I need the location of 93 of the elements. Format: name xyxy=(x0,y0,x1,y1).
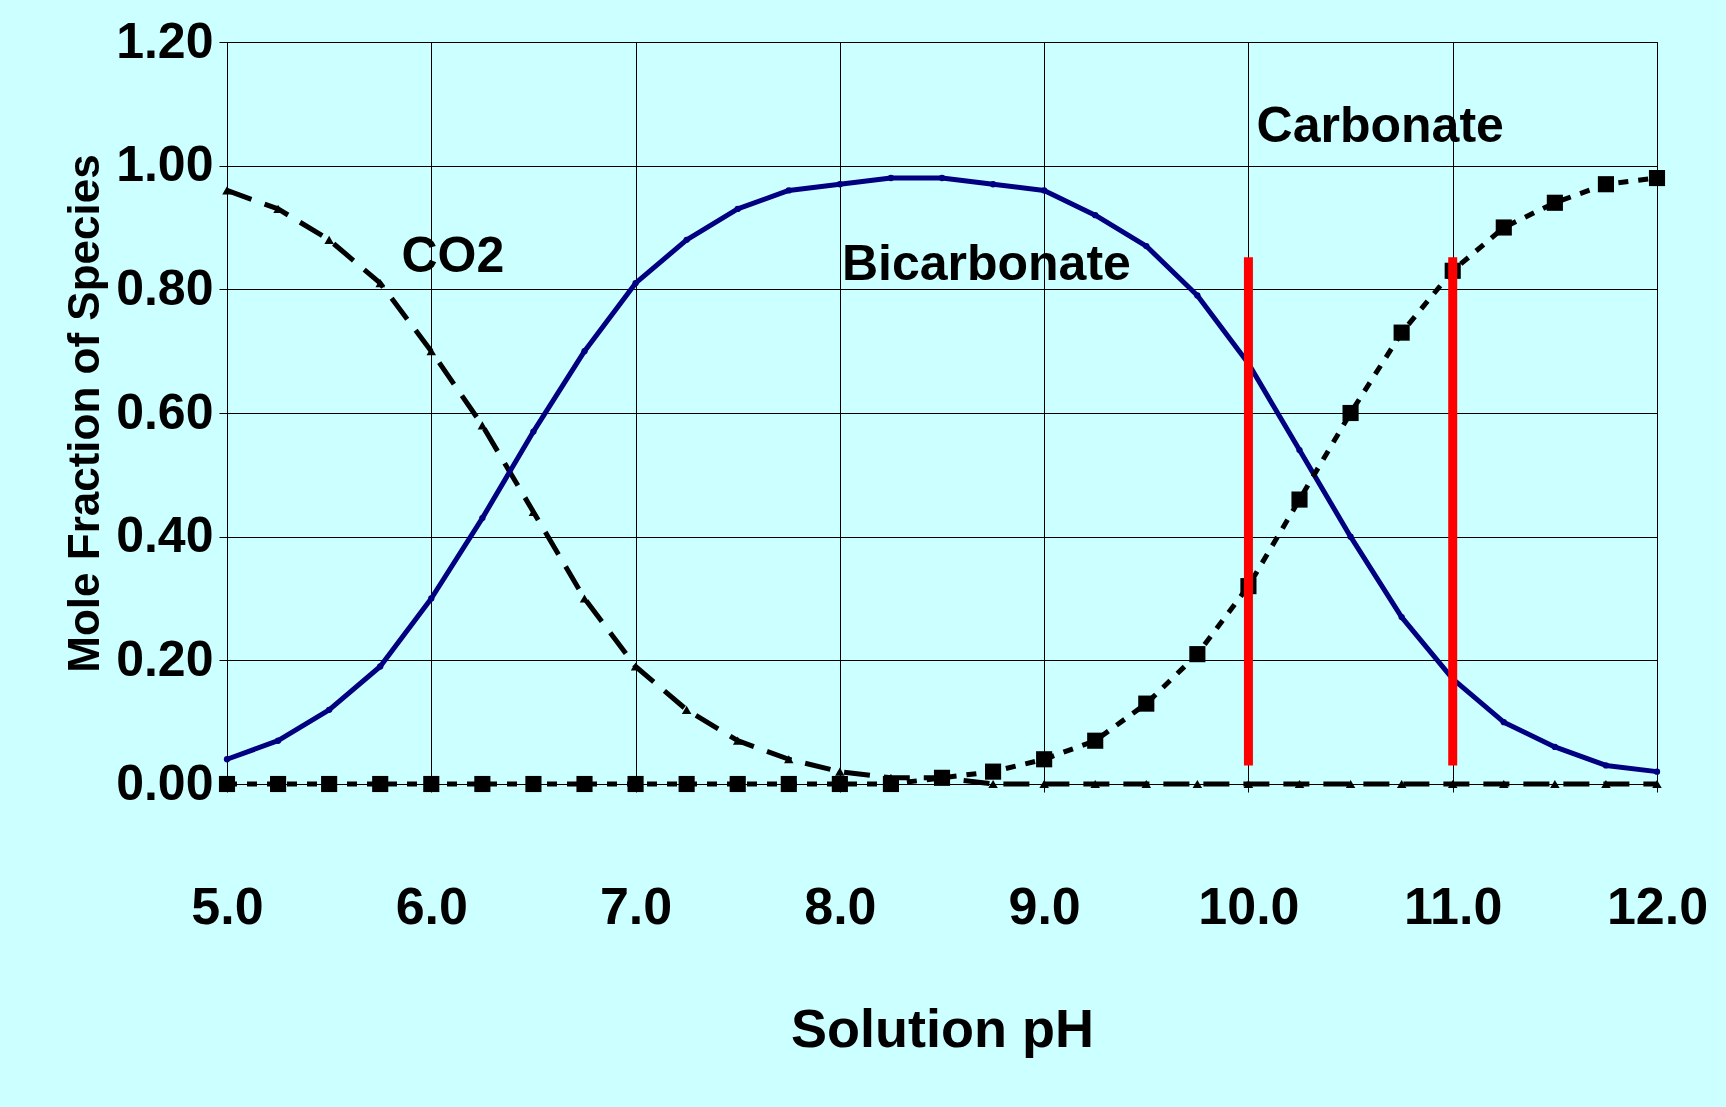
point xyxy=(1036,751,1053,768)
point xyxy=(1194,292,1201,299)
point xyxy=(530,428,537,435)
point xyxy=(1447,779,1458,789)
y-tick-label: 1.20 xyxy=(116,12,214,69)
point xyxy=(681,705,692,714)
point xyxy=(423,775,440,793)
point xyxy=(1499,779,1509,789)
point xyxy=(1138,695,1155,712)
point xyxy=(831,775,848,793)
point xyxy=(1090,779,1100,789)
point xyxy=(732,736,743,745)
x-tick-label: 9.0 xyxy=(1008,876,1081,935)
point xyxy=(1087,732,1104,749)
point xyxy=(882,775,899,793)
point xyxy=(1243,779,1254,789)
point xyxy=(836,181,844,188)
point xyxy=(426,347,437,356)
point xyxy=(218,775,236,793)
point xyxy=(1143,242,1150,250)
point xyxy=(938,174,946,182)
point xyxy=(985,763,1002,780)
point xyxy=(274,737,282,744)
x-tick-label: 10.0 xyxy=(1198,876,1300,935)
y-tick-label: 0.20 xyxy=(116,630,214,687)
point xyxy=(1597,176,1614,193)
point xyxy=(1546,194,1563,211)
point xyxy=(1294,779,1305,789)
point xyxy=(325,706,333,713)
point xyxy=(632,279,639,287)
point xyxy=(270,775,287,793)
point xyxy=(1189,646,1206,663)
point xyxy=(1652,779,1662,789)
point xyxy=(324,235,334,244)
point xyxy=(222,186,232,195)
point xyxy=(887,174,895,182)
point xyxy=(683,236,690,244)
point xyxy=(1141,779,1152,789)
point xyxy=(1500,719,1507,726)
point xyxy=(627,775,644,793)
point xyxy=(1495,219,1512,236)
y-tick-label: 0.00 xyxy=(116,754,214,811)
point xyxy=(1393,324,1410,341)
point xyxy=(1192,779,1203,789)
x-tick-label: 12.0 xyxy=(1606,876,1709,935)
x-tick-label: 11.0 xyxy=(1404,876,1503,935)
point xyxy=(581,348,588,355)
x-tick-label: 8.0 xyxy=(804,876,877,935)
point xyxy=(1551,743,1559,751)
point xyxy=(479,514,486,522)
point xyxy=(1396,779,1407,789)
point xyxy=(1648,169,1666,187)
point xyxy=(1602,762,1610,769)
point xyxy=(1398,613,1405,621)
point xyxy=(428,595,435,602)
point xyxy=(1345,779,1356,789)
point xyxy=(1092,211,1099,219)
y-axis-title: Mole Fraction of Species xyxy=(59,154,109,673)
point xyxy=(989,181,997,188)
point xyxy=(835,767,845,776)
y-tick-label: 0.80 xyxy=(116,259,214,316)
point xyxy=(988,779,998,789)
point xyxy=(1601,779,1611,789)
point xyxy=(321,775,338,793)
point xyxy=(785,187,792,194)
point xyxy=(1550,779,1560,789)
point xyxy=(729,775,746,793)
point xyxy=(474,775,491,793)
y-tick-label: 0.60 xyxy=(116,383,214,440)
point xyxy=(372,775,389,793)
point xyxy=(734,205,741,213)
point xyxy=(1296,446,1303,454)
point xyxy=(678,775,695,793)
x-tick-label: 7.0 xyxy=(599,876,673,935)
point xyxy=(377,663,384,670)
point xyxy=(780,775,797,793)
point xyxy=(477,421,488,430)
point xyxy=(375,279,385,288)
point xyxy=(576,775,593,793)
point xyxy=(1291,491,1308,508)
point xyxy=(1653,768,1661,775)
x-tick-label: 6.0 xyxy=(395,876,468,935)
x-axis-title: Solution pH xyxy=(791,997,1094,1058)
point xyxy=(525,775,542,793)
point xyxy=(1039,779,1049,789)
point xyxy=(784,755,794,764)
y-tick-label: 1.00 xyxy=(116,136,214,193)
point xyxy=(1347,533,1354,540)
y-tick-label: 0.40 xyxy=(116,507,214,564)
x-tick-label: 5.0 xyxy=(191,876,264,935)
point xyxy=(1040,187,1048,194)
point xyxy=(1342,404,1359,422)
point xyxy=(223,756,231,763)
